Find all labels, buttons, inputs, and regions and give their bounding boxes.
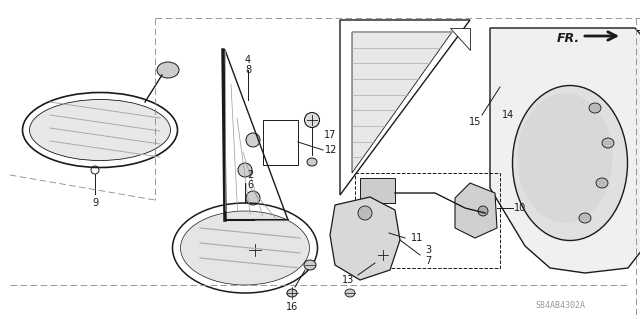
Ellipse shape [180, 211, 310, 285]
Ellipse shape [287, 289, 297, 297]
Ellipse shape [246, 133, 260, 147]
Text: 16: 16 [286, 302, 298, 312]
Text: 6: 6 [247, 180, 253, 190]
Text: 7: 7 [425, 256, 431, 266]
Text: 13: 13 [342, 275, 354, 285]
Polygon shape [330, 197, 400, 280]
Ellipse shape [375, 247, 391, 263]
Polygon shape [490, 28, 640, 273]
Ellipse shape [493, 73, 507, 87]
Ellipse shape [345, 289, 355, 297]
Ellipse shape [238, 163, 252, 177]
Text: S84AB4302A: S84AB4302A [535, 301, 585, 310]
Polygon shape [352, 32, 452, 173]
Text: 15: 15 [469, 117, 481, 127]
Polygon shape [223, 220, 288, 235]
Ellipse shape [358, 206, 372, 220]
Ellipse shape [305, 113, 319, 128]
Polygon shape [360, 178, 395, 203]
Ellipse shape [602, 138, 614, 148]
Text: 10: 10 [514, 203, 526, 213]
Text: 4: 4 [245, 55, 251, 65]
Polygon shape [490, 87, 510, 100]
Polygon shape [450, 28, 470, 50]
Ellipse shape [249, 244, 261, 256]
Ellipse shape [29, 100, 170, 160]
Text: 17: 17 [324, 130, 336, 140]
Ellipse shape [478, 206, 488, 216]
Ellipse shape [596, 178, 608, 188]
Text: FR.: FR. [557, 32, 580, 44]
Ellipse shape [304, 260, 316, 270]
Ellipse shape [307, 158, 317, 166]
Bar [263, 120, 298, 165]
Text: 2: 2 [247, 170, 253, 180]
Text: 11: 11 [411, 233, 423, 243]
Ellipse shape [518, 93, 612, 223]
Bar [355, 173, 500, 268]
Text: 14: 14 [502, 110, 514, 120]
Text: 12: 12 [325, 145, 337, 155]
Ellipse shape [589, 103, 601, 113]
Ellipse shape [157, 62, 179, 78]
Text: 8: 8 [245, 65, 251, 75]
Text: 3: 3 [425, 245, 431, 255]
Text: 9: 9 [92, 198, 98, 208]
Polygon shape [455, 183, 497, 238]
Ellipse shape [246, 191, 260, 205]
Ellipse shape [579, 213, 591, 223]
Ellipse shape [513, 85, 627, 241]
